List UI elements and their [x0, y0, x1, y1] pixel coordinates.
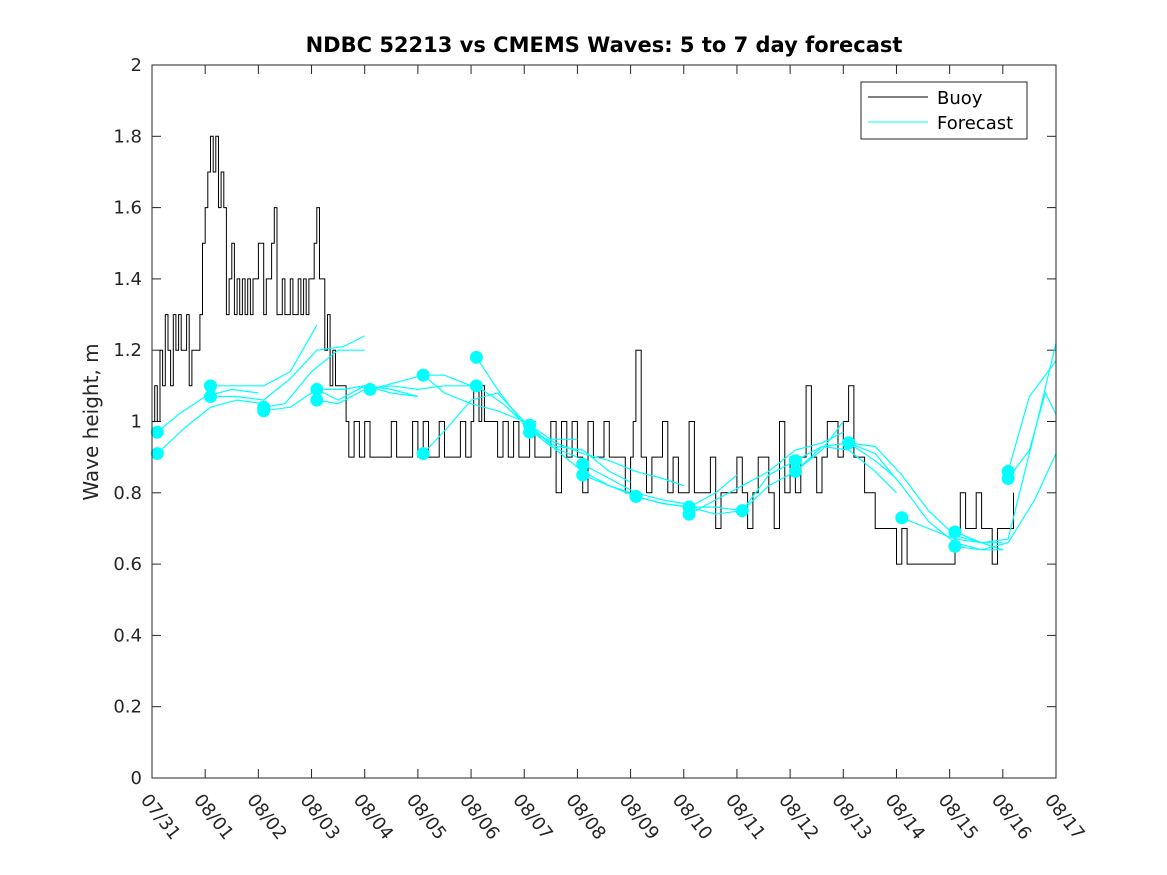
forecast-line — [1007, 360, 1057, 472]
forecast-start-point — [1001, 472, 1015, 486]
forecast-start-point — [735, 504, 749, 518]
forecast-start-point — [842, 436, 856, 450]
forecast-start-point — [948, 539, 962, 553]
y-tick-label: 0.8 — [113, 483, 142, 504]
axes-box — [151, 64, 1057, 779]
ticks-layer — [151, 64, 1057, 779]
forecast-start-point — [203, 390, 217, 404]
forecast-line — [210, 335, 365, 401]
forecast-start-point — [895, 511, 909, 525]
forecast-line — [954, 453, 1057, 551]
forecast-line — [156, 399, 264, 455]
forecast-start-point — [788, 464, 802, 478]
forecast-start-point — [363, 382, 377, 396]
y-tick-label: 0.4 — [113, 625, 142, 646]
legend-box — [860, 81, 1028, 140]
forecast-start-point — [469, 350, 483, 364]
forecast-line — [529, 431, 684, 487]
y-tick-label: 0.6 — [113, 554, 142, 575]
legend-label-forecast: Forecast — [937, 113, 1013, 134]
forecast-start-point — [310, 393, 324, 407]
forecast-line — [422, 392, 578, 455]
forecast-start-point — [576, 457, 590, 471]
forecast-line — [476, 385, 631, 483]
forecast-line — [263, 349, 365, 408]
forecast-line — [210, 324, 318, 387]
forecast-start-point — [150, 425, 164, 439]
forecast-line — [422, 374, 525, 423]
chart-title: NDBC 52213 vs CMEMS Waves: 5 to 7 day fo… — [306, 33, 903, 57]
forecast-start-point — [257, 404, 271, 418]
forecast-start-point — [682, 507, 696, 521]
forecast-line — [954, 342, 1057, 544]
forecast-start-point — [629, 489, 643, 503]
forecast-line — [901, 517, 1003, 551]
y-tick-label: 0.2 — [113, 697, 142, 718]
legend-label-buoy: Buoy — [937, 88, 983, 109]
forecast-start-point — [310, 382, 324, 396]
forecast-start-point — [416, 447, 430, 461]
forecast-start-point — [948, 525, 962, 539]
y-tick-label: 1.2 — [113, 340, 142, 361]
forecast-start-point — [150, 447, 164, 461]
forecast-line — [794, 445, 897, 494]
y-tick-label: 1 — [131, 412, 142, 433]
y-tick-label: 1.8 — [113, 126, 142, 147]
forecast-start-point — [523, 425, 537, 439]
y-tick-label: 1.6 — [113, 198, 142, 219]
forecast-line — [263, 385, 418, 412]
y-axis-label: Wave height, m — [79, 343, 103, 500]
forecast-start-point — [203, 379, 217, 393]
forecast-start-point — [788, 454, 802, 468]
forecast-start-point — [469, 379, 483, 393]
forecast-start-point — [416, 368, 430, 382]
forecast-line — [316, 385, 472, 405]
forecast-line — [1007, 391, 1057, 479]
forecast-line — [688, 431, 844, 515]
y-tick-label: 1.4 — [113, 269, 142, 290]
y-tick-labels: 0 0.2 0.4 0.6 0.8 1 1.2 1.4 1.6 1.8 2 — [113, 55, 142, 789]
legend: Buoy Forecast — [860, 81, 1028, 140]
forecast-start-point — [576, 468, 590, 482]
y-tick-label: 0 — [131, 768, 142, 789]
y-tick-label: 2 — [131, 55, 142, 76]
forecast-series — [150, 324, 1057, 553]
